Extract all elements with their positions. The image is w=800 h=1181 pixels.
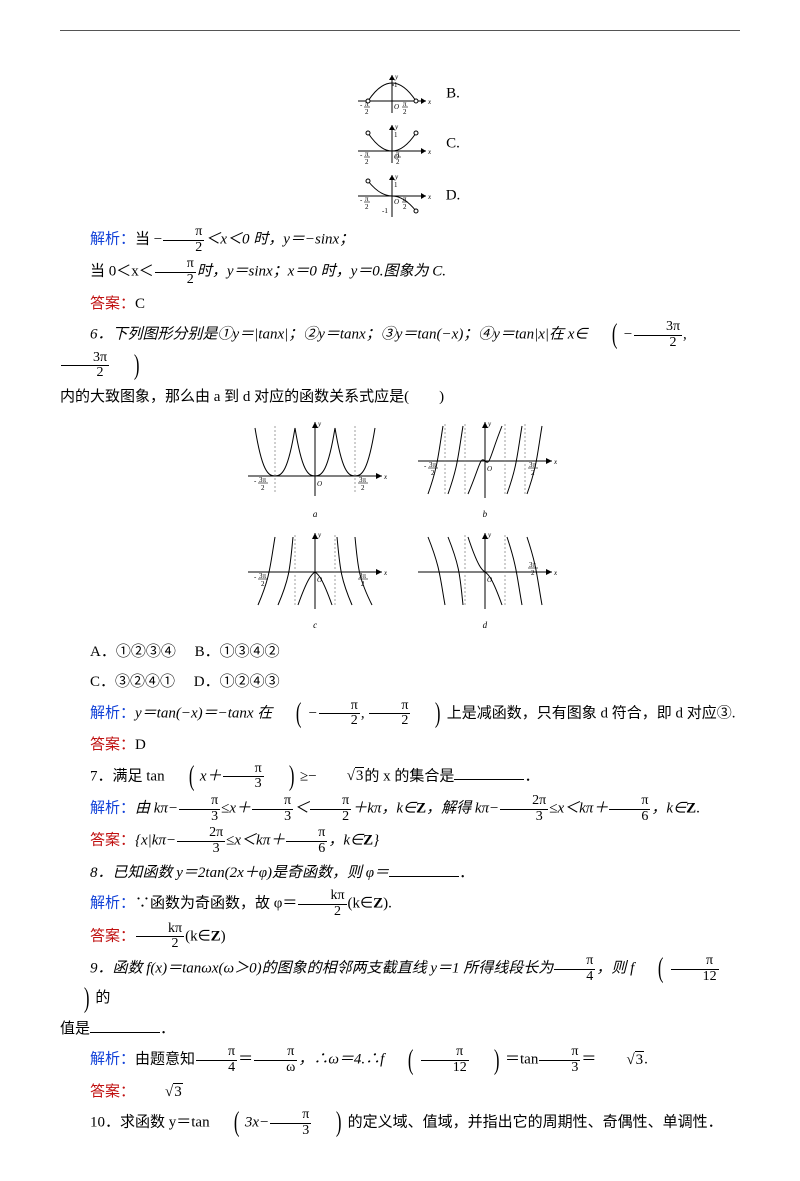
svg-text:-: - xyxy=(360,101,363,109)
svg-text:-: - xyxy=(254,477,257,485)
panel-b: x y O - 3π 2 3π 2 b xyxy=(410,416,560,523)
q5-figures-c: x y O 1 - π 2 π 2 C. xyxy=(60,121,740,167)
svg-text:2: 2 xyxy=(365,158,369,166)
q5-figures: x y O 1 - π 2 π 2 B. xyxy=(60,71,740,117)
svg-text:-: - xyxy=(424,462,427,470)
top-rule xyxy=(60,30,740,31)
svg-text:2: 2 xyxy=(403,108,407,116)
panel-c-label: c xyxy=(240,617,390,634)
q8-answer: 答案：kπ2(k∈Z) xyxy=(60,922,740,952)
svg-text:y: y xyxy=(317,420,322,428)
blank-9 xyxy=(90,1018,160,1033)
q6-jiexi: 解析：y＝tan(−x)＝−tanx 在(−π2, π2)上是减函数，只有图象 … xyxy=(60,699,740,729)
svg-text:x: x xyxy=(427,148,432,156)
q8-stem: 8．已知函数 y＝2tan(2x＋φ)是奇函数，则 φ＝． xyxy=(60,859,740,888)
svg-text:-: - xyxy=(360,196,363,204)
fig-C-label: C. xyxy=(446,135,460,151)
fig-B: x y O 1 - π 2 π 2 xyxy=(348,71,438,117)
q8-jiexi: 解析：∵函数为奇函数，故 φ＝kπ2(k∈Z). xyxy=(60,889,740,919)
page: x y O 1 - π 2 π 2 B. x y xyxy=(0,0,800,1181)
q5-answer: 答案：C xyxy=(60,290,740,319)
svg-text:2: 2 xyxy=(365,108,369,116)
svg-text:-: - xyxy=(254,573,257,581)
svg-text:x: x xyxy=(427,98,432,106)
panel-c: x y O - 3π 2 3π 2 c xyxy=(240,527,390,634)
fig-C: x y O 1 - π 2 π 2 xyxy=(348,121,438,167)
svg-text:x: x xyxy=(553,458,558,466)
q6-answer: 答案：D xyxy=(60,731,740,760)
q9-stem: 9．函数 f(x)＝tanωx(ω＞0)的图象的相邻两支截直线 y＝1 所得线段… xyxy=(60,954,740,1013)
q6-figrow1: x y O - 3π 2 3π 2 a x xyxy=(60,416,740,523)
fig-D: x y O 1 -1 - π 2 π 2 xyxy=(348,171,438,221)
svg-text:y: y xyxy=(317,531,322,539)
svg-text:2: 2 xyxy=(261,484,265,492)
q7-jiexi: 解析：由 kπ−π3≤x＋π3＜π2＋kπ，k∈Z，解得 kπ−2π3≤x＜kπ… xyxy=(60,794,740,824)
svg-text:O: O xyxy=(317,480,322,488)
q6-stem: 6．下列图形分别是①y＝|tanx|；②y＝tanx；③y＝tan(−x)；④y… xyxy=(60,320,740,381)
q6-stem-2: 内的大致图象，那么由 a 到 d 对应的函数关系式应是( ) xyxy=(60,383,740,412)
svg-text:x: x xyxy=(383,569,388,577)
svg-text:2: 2 xyxy=(261,580,265,588)
q9-jiexi: 解析：由题意知π4＝πω，∴ω＝4.∴f(π12)＝tanπ3＝√3. xyxy=(60,1045,740,1075)
svg-text:-: - xyxy=(360,151,363,159)
q5-jiexi: 解析：当 −π2＜x＜0 时，y＝−sinx； xyxy=(60,225,740,255)
q5-figures-d: x y O 1 -1 - π 2 π 2 D. xyxy=(60,171,740,221)
svg-text:2: 2 xyxy=(531,469,535,477)
q5-jiexi-2: 当 0＜x＜π2时，y＝sinx；x＝0 时，y＝0.图象为 C. xyxy=(60,257,740,287)
svg-text:O: O xyxy=(394,103,399,111)
q9-stem-2: 值是． xyxy=(60,1015,740,1044)
svg-text:2: 2 xyxy=(403,203,407,211)
svg-text:2: 2 xyxy=(531,569,535,577)
svg-text:2: 2 xyxy=(365,203,369,211)
svg-text:y: y xyxy=(487,531,492,539)
svg-text:2: 2 xyxy=(396,158,400,166)
panel-a-label: a xyxy=(240,506,390,523)
svg-text:-1: -1 xyxy=(382,207,388,215)
svg-text:2: 2 xyxy=(431,469,435,477)
panel-a: x y O - 3π 2 3π 2 a xyxy=(240,416,390,523)
fig-D-label: D. xyxy=(446,187,461,203)
svg-text:O: O xyxy=(487,465,492,473)
blank-7 xyxy=(454,766,524,781)
q6-options-1: A．①②③④ B．①③④② xyxy=(60,638,740,667)
svg-text:1: 1 xyxy=(394,181,398,189)
svg-text:1: 1 xyxy=(394,131,398,139)
q7-answer: 答案：{x|kπ−2π3≤x＜kπ＋π6，k∈Z} xyxy=(60,826,740,856)
q7-stem: 7．满足 tan(x＋π3)≥−√3的 x 的集合是． xyxy=(60,762,740,792)
q6-options-2: C．③②④① D．①②④③ xyxy=(60,668,740,697)
q9-answer: 答案：√3 xyxy=(60,1078,740,1107)
svg-text:x: x xyxy=(383,473,388,481)
svg-text:y: y xyxy=(394,123,399,131)
svg-text:O: O xyxy=(394,198,399,206)
svg-text:y: y xyxy=(394,173,399,181)
blank-8 xyxy=(389,862,459,877)
panel-b-label: b xyxy=(410,506,560,523)
svg-text:2: 2 xyxy=(361,484,365,492)
fig-B-label: B. xyxy=(446,85,460,101)
svg-text:2: 2 xyxy=(361,580,365,588)
svg-text:y: y xyxy=(487,420,492,428)
svg-text:y: y xyxy=(394,73,399,81)
q6-figrow2: x y O - 3π 2 3π 2 c xyxy=(60,527,740,634)
svg-text:1: 1 xyxy=(394,81,398,89)
panel-d: x y O 3π 2 d xyxy=(410,527,560,634)
svg-text:x: x xyxy=(427,193,432,201)
q10-stem: 10．求函数 y＝tan(3x−π3)的定义域、值域，并指出它的周期性、奇偶性、… xyxy=(60,1108,740,1138)
panel-d-label: d xyxy=(410,617,560,634)
svg-text:x: x xyxy=(553,569,558,577)
